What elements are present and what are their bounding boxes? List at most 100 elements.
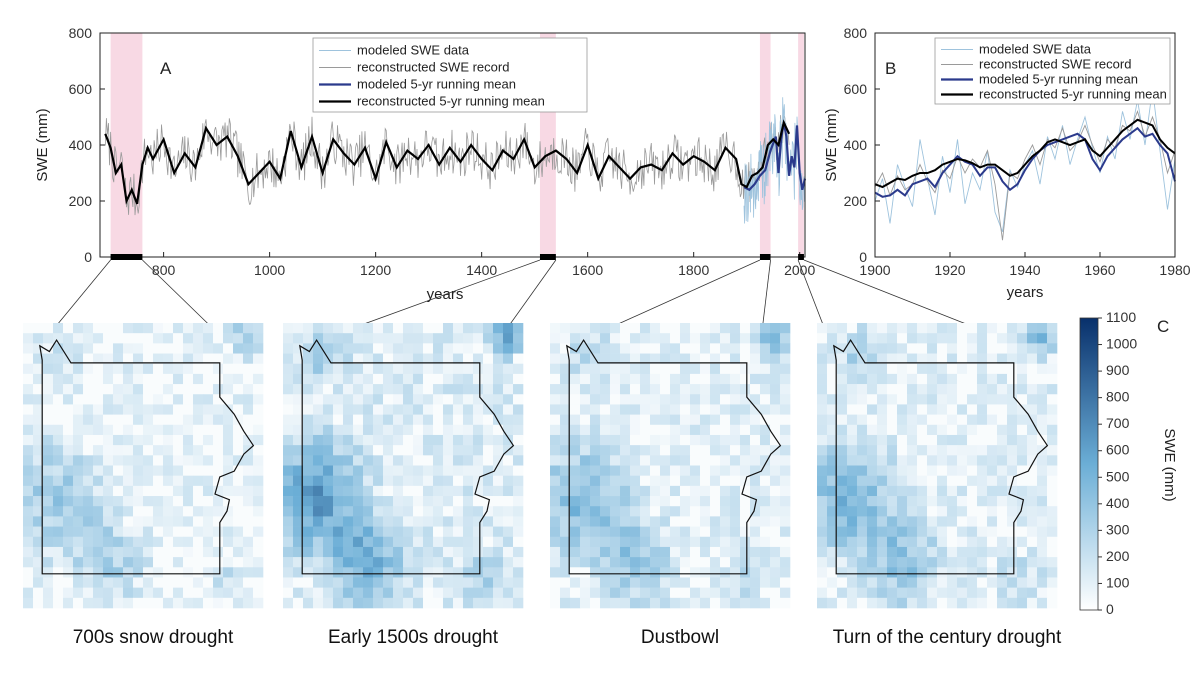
map-cell [720,506,731,517]
map-cell [580,384,591,395]
map-cell [837,587,848,599]
map-cell [817,587,828,599]
map-cell [503,567,514,578]
map-cell [917,384,928,395]
map-cell [383,516,394,527]
map-cell [63,526,74,538]
map-cell [253,434,264,446]
map-cell [63,363,74,375]
map-cell [123,485,134,497]
map-cell [610,587,621,599]
map-cell [740,323,751,334]
map-cell [907,333,918,344]
map-cell [33,597,44,609]
map-cell [620,414,631,426]
map-cell [740,394,751,405]
map-cell [957,485,968,497]
map-cell [133,455,144,466]
map-cell [423,506,434,517]
map-cell [780,496,791,507]
map-cell [363,455,374,466]
map-cell [947,546,958,558]
map-cell [353,526,364,538]
map-cell [443,577,454,588]
map-cell [293,516,304,527]
map-cell [53,496,64,507]
map-cell [837,343,848,354]
map-cell [63,506,74,517]
map-cell [303,536,314,548]
map-cell [640,597,651,609]
map-cell [1037,557,1048,568]
map-cell [987,587,998,599]
map-cell [443,404,454,415]
map-cell [997,485,1008,497]
map-cell [780,526,791,538]
map-cell [640,353,651,365]
map-cell [987,546,998,558]
map-cell [907,567,918,578]
map-cell [560,546,571,558]
map-cell [73,516,84,527]
map-cell [670,363,681,375]
map-cell [620,373,631,385]
map-cell [947,414,958,426]
map-cell [123,445,134,456]
map-cell [403,394,414,405]
map-cell [1007,434,1018,446]
map-cell [1037,414,1048,426]
map-cell [363,577,374,588]
map-cell [283,424,294,436]
map-cell [867,597,878,609]
map-cell [403,373,414,385]
map-cell [977,475,988,487]
map-cell [690,455,701,466]
map-cell [590,496,601,507]
map-cell [183,373,194,385]
map-cell [413,455,424,466]
map-cell [163,516,174,527]
map-cell [690,485,701,497]
map-cell [600,516,611,527]
map-cell [393,394,404,405]
map-cell [373,414,384,426]
map-cell [857,424,868,436]
map-cell [33,445,44,456]
map-cell [750,373,761,385]
map-cell [33,333,44,344]
map-cell [493,557,504,568]
map-cell [620,536,631,548]
map-cell [550,343,561,354]
map-cell [513,323,524,334]
map-cell [1007,506,1018,517]
map-cell [133,526,144,538]
colorbar-tick-label: 600 [1106,442,1130,458]
map-cell [917,567,928,578]
map-cell [957,465,968,476]
map-cell [223,546,234,558]
map-cell [857,384,868,395]
map-cell [113,424,124,436]
map-cell [313,445,324,456]
map-cell [313,353,324,365]
map-cell [433,465,444,476]
map-cell [443,587,454,599]
map-cell [680,465,691,476]
map-cell [700,445,711,456]
map-cell [243,424,254,436]
map-cell [937,394,948,405]
map-cell [373,333,384,344]
map-cell [433,373,444,385]
map-cell [243,363,254,375]
map-cell [463,546,474,558]
map-cell [847,465,858,476]
map-cell [33,455,44,466]
map-cell [203,485,214,497]
map-cell [560,577,571,588]
map-cell [550,384,561,395]
map-cell [213,353,224,365]
map-cell [253,333,264,344]
map-cell [23,384,34,395]
map-cell [333,557,344,568]
map-cell [897,475,908,487]
